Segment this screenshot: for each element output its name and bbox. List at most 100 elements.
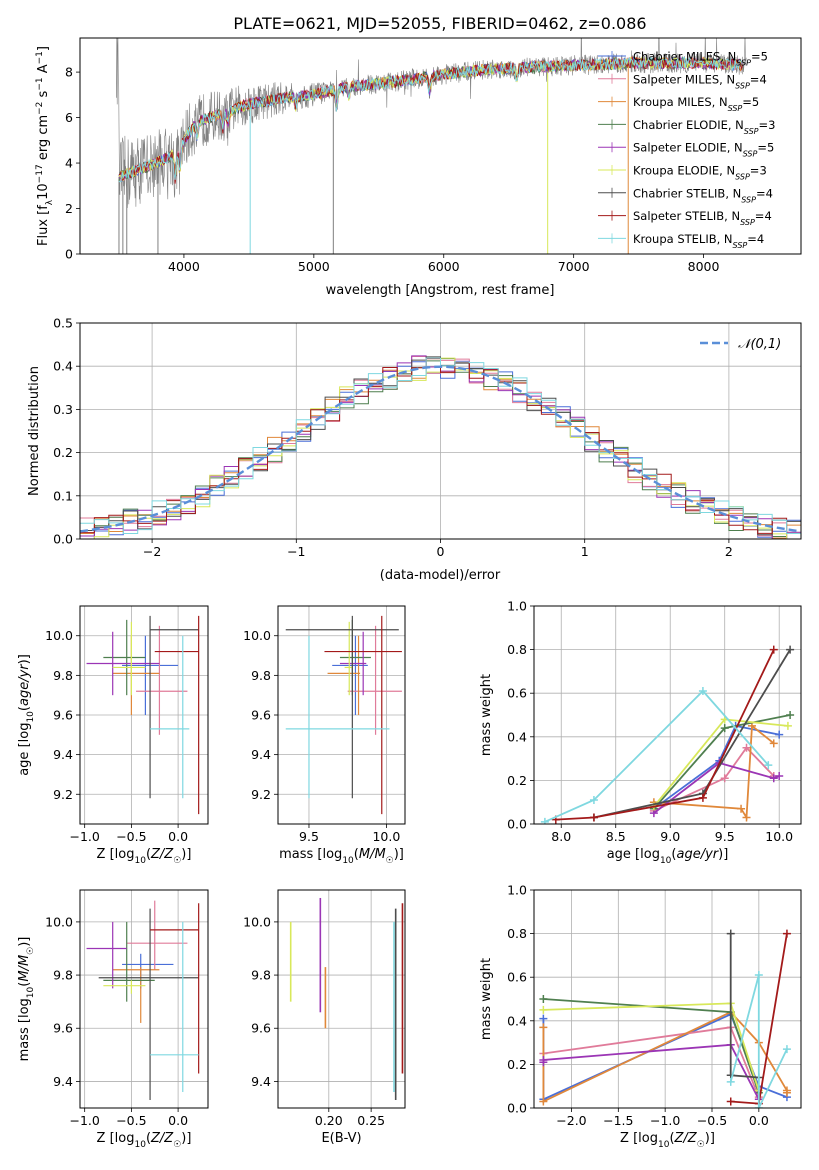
mass-weight-point <box>539 1014 548 1023</box>
x-axis-label: wavelength [Angstrom, rest frame] <box>326 283 555 298</box>
axes-frame <box>79 605 209 825</box>
mass-weight-point <box>783 721 792 730</box>
mass-weight-point <box>726 1077 735 1086</box>
x-tick-label: 2 <box>725 544 733 559</box>
x-tick-label: 0.0 <box>749 1113 769 1128</box>
label-part: A <box>36 64 51 77</box>
legend-nssp-prefix: , N <box>712 95 728 109</box>
label-part: age [log <box>607 847 660 862</box>
mass-weight-point <box>698 687 707 696</box>
residual-histogram-step <box>80 361 801 539</box>
axes-frame <box>533 605 802 825</box>
label-part: age [log <box>17 723 32 776</box>
legend-nssp-value: 5 <box>761 50 768 64</box>
mass-weight-point <box>698 793 707 802</box>
label-part: Z/Z <box>150 847 174 862</box>
legend-nssp-value: 4 <box>759 72 766 86</box>
label-part: Z [log <box>97 1131 135 1146</box>
x-tick-label: 6000 <box>428 259 460 274</box>
y-tick-label: 9.4 <box>251 747 271 762</box>
legend-nssp-sub: SSP <box>744 126 759 135</box>
x-tick-label: −1.0 <box>650 1113 680 1128</box>
mass-weight-point <box>539 1097 548 1106</box>
label-part: M/M <box>17 955 32 982</box>
x-tick-label: −2.0 <box>556 1113 586 1128</box>
legend-nssp-eq: = <box>742 95 752 109</box>
model-fit-line <box>119 56 743 184</box>
legend-nssp-eq: = <box>756 186 766 200</box>
label-part: )] <box>17 937 32 947</box>
normal-reference-curve <box>80 365 801 533</box>
x-tick-label: 8000 <box>688 259 720 274</box>
legend-label: Chabrier MILES, NSSP=5 <box>633 50 768 68</box>
mass-weight-point <box>782 1088 791 1097</box>
residuals-panel: −2 −1 0 1 2 0.0 0.1 0.2 0.3 0.4 0.5 𝒩(0,1) (data-mod… <box>27 316 802 583</box>
legend-nssp-value: 3 <box>759 164 766 178</box>
legend-label: Chabrier STELIB, NSSP=4 <box>633 186 773 204</box>
mass-weight-point <box>782 1045 791 1054</box>
legend-model-name: Chabrier STELIB <box>633 186 725 200</box>
y-tick-label: 0.5 <box>53 316 73 331</box>
y-axis-label: mass weight <box>479 674 494 756</box>
axes-frame <box>79 37 802 255</box>
y-tick-label: 10.0 <box>243 628 271 643</box>
label-part: )] <box>17 654 32 664</box>
legend-label: Salpeter ELODIE, NSSP=5 <box>633 141 774 159</box>
mass-weight-point <box>754 1104 763 1108</box>
label-part: −17 <box>35 164 45 183</box>
label-part: )] <box>181 1131 191 1146</box>
x-tick-label: 9.0 <box>660 829 680 844</box>
legend-nssp-value: 5 <box>767 141 774 155</box>
legend-nssp-sub: SSP <box>741 195 756 204</box>
y-tick-label: 9.4 <box>53 1074 73 1089</box>
label-part: ☉ <box>26 947 36 955</box>
mass-weight-line <box>729 933 759 1079</box>
y-tick-label: 0.2 <box>507 1057 527 1072</box>
mass-weight-point <box>742 813 751 822</box>
x-tick-label: −1.0 <box>69 829 99 844</box>
mass-weight-point <box>720 774 729 783</box>
mass-weight-point <box>769 774 778 783</box>
y-tick-label: 10.0 <box>243 914 271 929</box>
mass_vs_ebv-plot-area <box>289 897 404 1101</box>
x-tick-label: 4000 <box>168 259 200 274</box>
mass-weight-point <box>539 1023 548 1032</box>
label-part: mass [log <box>279 847 342 862</box>
x-axis-label: E(B-V) <box>321 1131 361 1146</box>
y-tick-label: 9.4 <box>53 747 73 762</box>
x-axis-label: mass [log10(M/M☉)] <box>279 847 404 866</box>
y-tick-label: 0.4 <box>507 729 527 744</box>
label-part: )] <box>181 847 191 862</box>
legend-label: Kroupa STELIB, NSSP=4 <box>633 232 764 250</box>
x-tick-label: −0.5 <box>697 1113 727 1128</box>
legend-model-name: Kroupa MILES <box>633 95 712 109</box>
figure-title: PLATE=0621, MJD=52055, FIBERID=0462, z=0… <box>233 14 646 33</box>
y-tick-label: 9.8 <box>251 968 271 983</box>
weight_vs_Z-plot-area <box>539 929 791 1108</box>
y-tick-label: 0.6 <box>507 686 527 701</box>
label-part: ☉ <box>173 856 181 866</box>
label-part: ( <box>146 1131 151 1146</box>
legend-nssp-prefix: , N <box>719 72 735 86</box>
legend-nssp-prefix: , N <box>720 50 736 64</box>
y-tick-label: 9.8 <box>251 668 271 683</box>
label-part: ☉ <box>386 856 394 866</box>
y-tick-label: 9.4 <box>251 1074 271 1089</box>
label-part: 10 <box>26 986 36 998</box>
legend-label: Kroupa MILES, NSSP=5 <box>633 95 759 113</box>
mass-weight-line <box>555 649 775 821</box>
label-part: ] <box>36 46 51 51</box>
legend-label: Salpeter STELIB, NSSP=4 <box>633 209 772 227</box>
legend-label: Chabrier ELODIE, NSSP=3 <box>633 118 775 136</box>
x-tick-label: 0.0 <box>168 829 188 844</box>
label-part: ( <box>669 1131 674 1146</box>
legend-nssp-prefix: , N <box>724 209 740 223</box>
residual-histogram-step <box>80 357 801 534</box>
label-part: Z/Z <box>674 1131 698 1146</box>
label-part: ☉ <box>697 1140 705 1150</box>
legend-nssp-value: 4 <box>766 186 773 200</box>
label-part: s <box>36 90 51 101</box>
label-part: ( <box>17 982 32 987</box>
residuals-plot-area <box>80 355 801 539</box>
